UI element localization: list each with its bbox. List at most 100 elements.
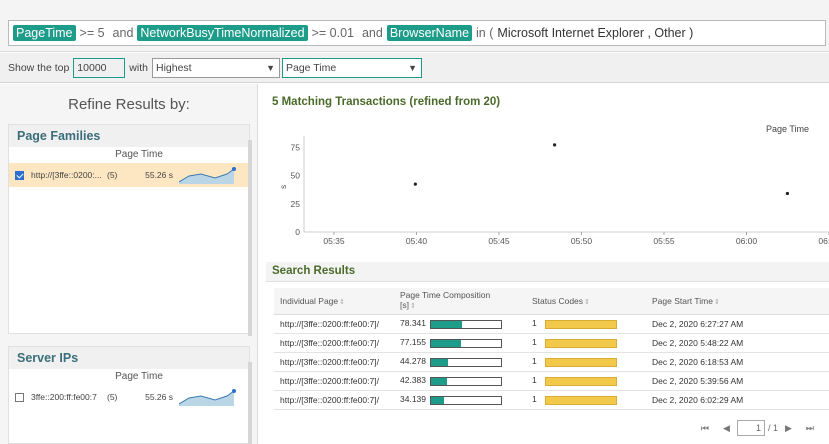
row-page-time: 77.155 bbox=[394, 333, 526, 353]
order-select[interactable]: Highest ▼ bbox=[151, 57, 280, 78]
row-page-link[interactable]: http://[3ffe::0200:ff:fe00:7]/ bbox=[274, 390, 394, 410]
pagination: ⏮ ◀ 1 / 1 ▶ ⏭ bbox=[694, 420, 821, 436]
page-family-url: http://[3ffe::0200:... bbox=[31, 170, 102, 180]
row-start-time: Dec 2, 2020 5:48:22 AM bbox=[646, 333, 829, 353]
search-results-heading: Search Results bbox=[266, 262, 829, 282]
chart-legend: Page Time bbox=[765, 124, 809, 134]
page-family-value: 55.26 s bbox=[145, 170, 173, 180]
topn-count-input[interactable]: 10000 bbox=[73, 57, 126, 78]
data-point bbox=[553, 143, 557, 147]
page-total: / 1 bbox=[767, 423, 778, 433]
chart-title: 5 Matching Transactions (refined from 20… bbox=[272, 96, 501, 108]
query-field-browsername[interactable]: BrowserName bbox=[386, 25, 473, 41]
row-start-time: Dec 2, 2020 6:27:27 AM bbox=[646, 314, 829, 334]
col-page-start-time[interactable]: Page Start Time⇕ bbox=[646, 288, 829, 315]
x-tick-label: 05:55 bbox=[653, 236, 675, 246]
page-families-heading: Page Families bbox=[9, 125, 249, 147]
query-and: and bbox=[361, 26, 383, 40]
results-table: Individual Page⇕ Page Time Composition [s… bbox=[274, 288, 829, 410]
page-family-checkbox[interactable] bbox=[15, 170, 24, 180]
query-and: and bbox=[112, 26, 134, 40]
row-page-time: 78.341 bbox=[394, 314, 526, 334]
x-tick-label: 05:45 bbox=[488, 236, 510, 246]
last-page-icon[interactable]: ⏭ bbox=[805, 422, 814, 433]
status-bar bbox=[544, 395, 617, 405]
y-tick-label: 25 bbox=[291, 199, 301, 209]
y-axis-label: s bbox=[279, 185, 288, 189]
server-ip-row[interactable]: 3ffe::200:ff:fe00:7 (5) 55.26 s bbox=[9, 385, 249, 409]
row-status: 1 bbox=[526, 314, 646, 334]
page-families-section: Page Families Page Time http://[3ffe::02… bbox=[8, 124, 250, 334]
x-tick-label: 05:35 bbox=[323, 236, 345, 246]
query-in-keyword: in ( bbox=[476, 26, 494, 40]
sort-icon: ⇕ bbox=[713, 298, 720, 306]
y-tick-label: 0 bbox=[295, 227, 300, 237]
table-row[interactable]: http://[3ffe::0200:ff:fe00:7]/34.139 1 Dec… bbox=[274, 390, 829, 410]
server-ip-value: 55.26 s bbox=[145, 392, 173, 402]
y-tick-label: 50 bbox=[291, 171, 301, 181]
x-tick-label: 05:50 bbox=[571, 236, 593, 246]
page-number-input[interactable]: 1 bbox=[736, 420, 765, 436]
row-page-time: 44.278 bbox=[394, 352, 526, 372]
page-family-count: (5) bbox=[107, 170, 118, 180]
topn-prefix-label: Show the top bbox=[8, 61, 70, 74]
composition-bar bbox=[430, 338, 502, 348]
row-status: 1 bbox=[526, 333, 646, 353]
table-row[interactable]: http://[3ffe::0200:ff:fe00:7]/44.278 1 Dec… bbox=[274, 352, 829, 372]
table-row[interactable]: http://[3ffe::0200:ff:fe00:7]/78.341 1 Dec… bbox=[274, 314, 829, 334]
refine-panel: Refine Results by: Page Families Page Ti… bbox=[0, 84, 258, 444]
row-page-time: 42.383 bbox=[394, 371, 526, 391]
page-family-row[interactable]: http://[3ffe::0200:... (5) 55.26 s bbox=[9, 163, 249, 187]
status-bar bbox=[544, 357, 617, 367]
row-page-link[interactable]: http://[3ffe::0200:ff:fe00:7]/ bbox=[274, 371, 394, 391]
metric-select[interactable]: Page Time ▼ bbox=[281, 57, 422, 78]
row-page-link[interactable]: http://[3ffe::0200:ff:fe00:7]/ bbox=[274, 333, 394, 353]
row-start-time: Dec 2, 2020 6:18:53 AM bbox=[646, 352, 829, 372]
col-page-time-composition[interactable]: Page Time Composition [s]⇕ bbox=[394, 288, 526, 315]
server-ips-col-header: Page Time bbox=[115, 371, 163, 382]
server-ips-section: Server IPs Page Time 3ffe::200:ff:fe00:7… bbox=[8, 346, 250, 444]
query-field-networkbusy[interactable]: NetworkBusyTimeNormalized bbox=[137, 25, 308, 41]
transactions-chart-panel: 0 25 50 75 s 05:35 05:40 05:45 05:50 05:55 06:00 06… bbox=[266, 92, 829, 252]
query-input[interactable]: PageTime >= 5 and NetworkBusyTimeNormali… bbox=[8, 20, 826, 46]
query-operator: >= 0.01 bbox=[311, 26, 354, 40]
page-families-scrollbar[interactable] bbox=[248, 140, 252, 336]
data-point bbox=[413, 182, 417, 186]
sort-icon: ⇕ bbox=[409, 302, 416, 310]
prev-page-icon[interactable]: ◀ bbox=[723, 422, 730, 433]
row-page-time: 34.139 bbox=[394, 390, 526, 410]
row-status: 1 bbox=[526, 352, 646, 372]
status-bar bbox=[544, 376, 617, 386]
refine-title: Refine Results by: bbox=[68, 96, 190, 113]
query-values: Microsoft Internet Explorer , Other ) bbox=[497, 26, 694, 40]
chevron-down-icon: ▼ bbox=[408, 62, 417, 73]
row-page-link[interactable]: http://[3ffe::0200:ff:fe00:7]/ bbox=[274, 352, 394, 372]
col-status-codes[interactable]: Status Codes⇕ bbox=[526, 288, 646, 315]
sort-icon: ⇕ bbox=[339, 298, 346, 306]
order-select-value: Highest bbox=[155, 61, 192, 74]
x-tick-label: 05:40 bbox=[406, 236, 428, 246]
x-tick-label: 06:00 bbox=[736, 236, 758, 246]
table-row[interactable]: http://[3ffe::0200:ff:fe00:7]/77.155 1 Dec… bbox=[274, 333, 829, 353]
composition-bar bbox=[430, 357, 502, 367]
query-operator: >= 5 bbox=[79, 26, 105, 40]
table-row[interactable]: http://[3ffe::0200:ff:fe00:7]/42.383 1 Dec… bbox=[274, 371, 829, 391]
sparkline-icon bbox=[179, 389, 236, 406]
status-bar bbox=[544, 338, 617, 348]
row-status: 1 bbox=[526, 371, 646, 391]
y-tick-label: 75 bbox=[291, 142, 301, 152]
col-individual-page[interactable]: Individual Page⇕ bbox=[274, 288, 394, 315]
page-families-col-header: Page Time bbox=[115, 149, 163, 160]
server-ip-checkbox[interactable] bbox=[15, 392, 24, 402]
chevron-down-icon: ▼ bbox=[266, 62, 275, 73]
row-status: 1 bbox=[526, 390, 646, 410]
server-ip-address: 3ffe::200:ff:fe00:7 bbox=[31, 392, 97, 402]
query-field-pagetime[interactable]: PageTime bbox=[13, 25, 76, 41]
status-bar bbox=[544, 319, 617, 329]
metric-select-value: Page Time bbox=[285, 61, 337, 74]
row-page-link[interactable]: http://[3ffe::0200:ff:fe00:7]/ bbox=[274, 314, 394, 334]
server-ips-scrollbar[interactable] bbox=[248, 362, 252, 444]
first-page-icon[interactable]: ⏮ bbox=[700, 422, 710, 433]
next-page-icon[interactable]: ▶ bbox=[784, 422, 792, 433]
topn-row: Show the top 10000 with Highest ▼ Page T… bbox=[0, 53, 829, 83]
